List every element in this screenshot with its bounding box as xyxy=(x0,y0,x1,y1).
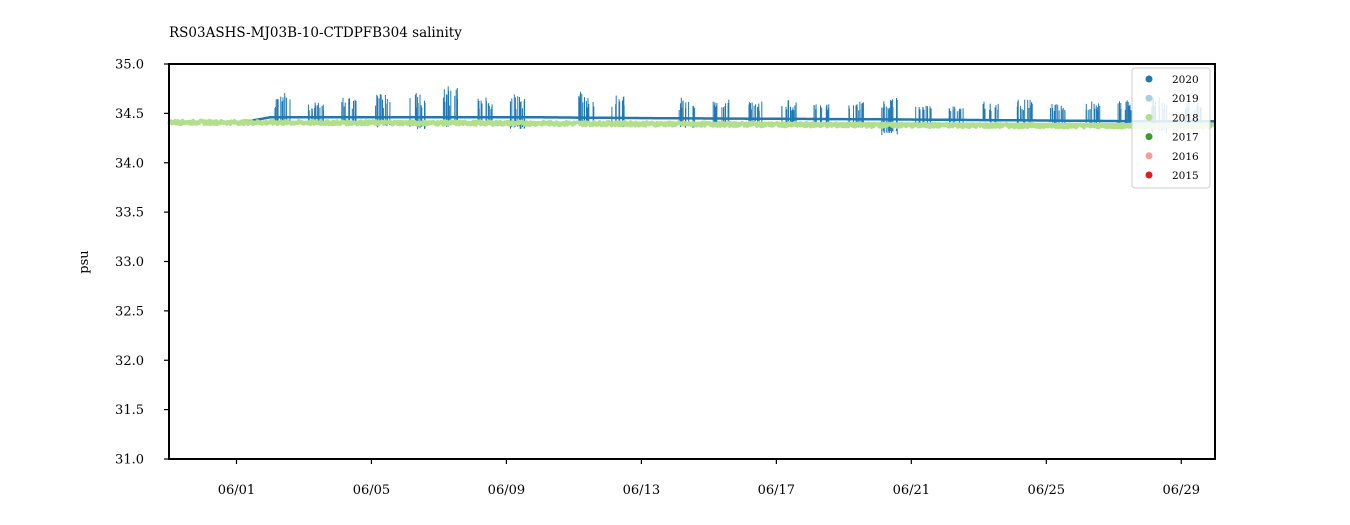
legend-marker xyxy=(1145,171,1153,179)
x-tick-label: 06/13 xyxy=(623,483,660,498)
y-tick-label: 32.5 xyxy=(115,304,144,319)
x-tick-label: 06/09 xyxy=(488,483,525,498)
series-2020-spike xyxy=(1050,104,1066,126)
series-2020-spike xyxy=(1117,100,1132,127)
x-tick-label: 06/25 xyxy=(1028,483,1065,498)
legend-label: 2019 xyxy=(1172,93,1199,105)
series-2020-spike xyxy=(813,104,830,125)
y-tick-label: 34.0 xyxy=(115,156,144,171)
series-2020-spike xyxy=(881,98,898,135)
legend-entry: 2018 xyxy=(1145,112,1199,124)
y-tick-label: 35.0 xyxy=(115,58,144,73)
legend-marker xyxy=(1145,94,1153,102)
series-2020-spike xyxy=(915,105,932,125)
x-tick-label: 06/21 xyxy=(893,483,930,498)
legend: 2020 2019 2018 2017 2016 2015 xyxy=(1131,67,1211,189)
series-2020-spike xyxy=(307,102,324,123)
series-2018-line xyxy=(167,118,1216,130)
legend-marker xyxy=(1145,152,1153,160)
y-tick-label: 31.0 xyxy=(115,453,144,468)
series-2020-spike xyxy=(982,101,999,124)
chart-title: RS03ASHS-MJ03B-10-CTDPFB304 salinity xyxy=(169,25,462,41)
legend-label: 2015 xyxy=(1172,170,1199,182)
legend-label: 2017 xyxy=(1172,132,1199,144)
x-tick-label: 06/05 xyxy=(353,483,390,498)
legend-marker xyxy=(1145,133,1153,141)
series-2020-spike xyxy=(442,86,458,127)
series-2020-spike xyxy=(1016,99,1033,126)
legend-marker xyxy=(1145,75,1153,83)
legend-entry: 2016 xyxy=(1145,151,1199,163)
y-tick-label: 31.5 xyxy=(115,403,144,418)
legend-label: 2020 xyxy=(1172,74,1199,86)
legend-entry: 2019 xyxy=(1145,93,1199,105)
y-tick-label: 32.0 xyxy=(115,354,144,369)
legend-entry: 2015 xyxy=(1145,170,1199,182)
series-2020-spike xyxy=(274,93,291,125)
x-tick-label: 06/01 xyxy=(218,483,255,498)
y-tick-label: 34.5 xyxy=(115,107,144,122)
series-2020-spike xyxy=(1085,101,1101,126)
series-2020-spike xyxy=(748,101,763,125)
series-2020-spike xyxy=(578,91,595,126)
series-2020-spike xyxy=(948,106,964,123)
legend-marker xyxy=(1145,113,1153,121)
y-tick-label: 33.5 xyxy=(115,206,144,221)
x-tick-label: 06/17 xyxy=(758,483,795,498)
series-2018 xyxy=(167,118,1216,130)
axes: 31.0 31.5 32.0 32.5 33.0 33.5 34.0 34.5 35.0 06/0… xyxy=(115,58,1216,498)
legend-entry: 2017 xyxy=(1145,132,1199,144)
y-tick-label: 33.0 xyxy=(115,255,144,270)
legend-label: 2018 xyxy=(1172,112,1199,124)
legend-label: 2016 xyxy=(1172,151,1199,163)
x-tick-label: 06/29 xyxy=(1163,483,1200,498)
y-axis-label: psu xyxy=(77,250,92,273)
legend-entry: 2020 xyxy=(1145,74,1199,86)
data-marks xyxy=(167,86,1216,135)
